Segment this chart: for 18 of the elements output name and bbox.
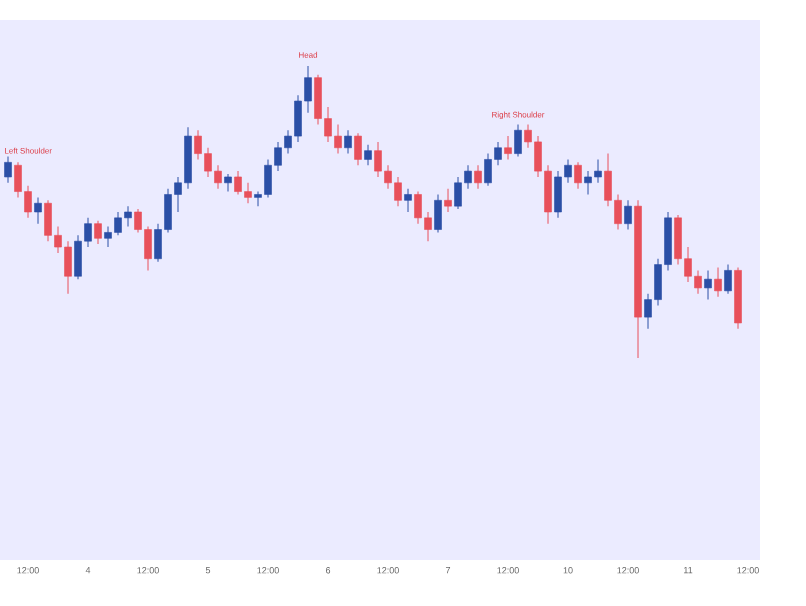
candlestick [224, 173, 232, 193]
candlestick [434, 193, 442, 233]
candlestick [344, 129, 352, 155]
candlestick [504, 135, 512, 160]
candlestick [514, 123, 522, 158]
candlestick [34, 196, 42, 225]
candlestick [474, 164, 482, 190]
candlestick [574, 161, 582, 190]
candlestick [364, 144, 372, 166]
candlestick [624, 199, 632, 231]
candlestick [704, 269, 712, 301]
candlestick [444, 188, 452, 213]
candlestick [354, 132, 362, 166]
candlestick [404, 188, 412, 213]
candlestick [724, 264, 732, 295]
candlestick [94, 220, 102, 245]
candlestick [4, 156, 12, 184]
candlestick [714, 266, 722, 298]
